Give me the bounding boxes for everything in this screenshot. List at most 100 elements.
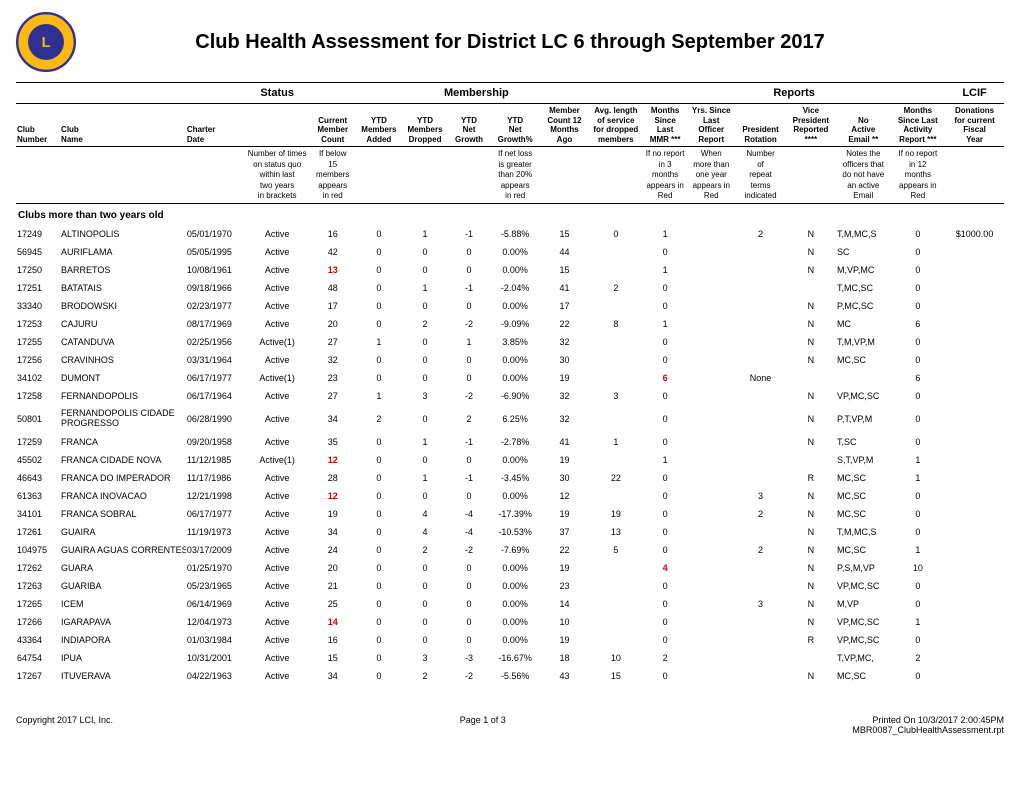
cell-club-number: 56945 <box>16 243 60 261</box>
cell-net: 0 <box>448 613 490 631</box>
col-ytd-added: YTDMembersAdded <box>356 104 402 147</box>
cell-status: Active <box>245 297 310 315</box>
cell-net: -2 <box>448 387 490 405</box>
cell-club-number: 50801 <box>16 405 60 433</box>
cell-net: -4 <box>448 523 490 541</box>
footer-copyright: Copyright 2017 LCI, Inc. <box>16 715 113 735</box>
group-header-row: Status Membership Reports LCIF <box>16 83 1004 104</box>
cell-yrs <box>687 631 735 649</box>
cell-yrs <box>687 469 735 487</box>
cell-dropped: 1 <box>402 433 448 451</box>
cell-rot <box>735 577 785 595</box>
cell-act: 0 <box>891 279 946 297</box>
cell-act: 0 <box>891 595 946 613</box>
cell-don <box>945 559 1004 577</box>
col-activity: MonthsSince LastActivityReport *** <box>891 104 946 147</box>
cell-rot: None <box>735 369 785 387</box>
cell-added: 0 <box>356 225 402 243</box>
cell-club-name: BATATAIS <box>60 279 186 297</box>
cell-email <box>836 369 891 387</box>
cell-don <box>945 433 1004 451</box>
cell-vp <box>786 369 836 387</box>
cell-pct: 0.00% <box>490 297 540 315</box>
cell-act: 2 <box>891 649 946 667</box>
cell-net: 0 <box>448 487 490 505</box>
cell-mmr: 6 <box>643 369 687 387</box>
cell-net: 0 <box>448 577 490 595</box>
cell-status: Active <box>245 631 310 649</box>
cell-m12: 12 <box>540 487 588 505</box>
cell-dropped: 0 <box>402 559 448 577</box>
cell-club-number: 17255 <box>16 333 60 351</box>
col-charter-date: CharterDate <box>186 104 245 147</box>
cell-don <box>945 369 1004 387</box>
cell-club-name: AURIFLAMA <box>60 243 186 261</box>
cell-avg: 2 <box>589 279 644 297</box>
cell-email: VP,MC,SC <box>836 613 891 631</box>
cell-vp: N <box>786 351 836 369</box>
cell-don <box>945 333 1004 351</box>
lions-logo-icon: L <box>16 12 76 72</box>
cell-dropped: 0 <box>402 351 448 369</box>
cell-rot <box>735 315 785 333</box>
notes-row: Number of timeson status quowithin lastt… <box>16 147 1004 204</box>
cell-net: 2 <box>448 405 490 433</box>
cell-pct: -16.67% <box>490 649 540 667</box>
cell-rot <box>735 243 785 261</box>
cell-current: 24 <box>310 541 356 559</box>
cell-charter-date: 06/17/1964 <box>186 387 245 405</box>
cell-current: 12 <box>310 487 356 505</box>
cell-charter-date: 10/31/2001 <box>186 649 245 667</box>
col-yrs-officer: Yrs. SinceLastOfficerReport <box>687 104 735 147</box>
col-avg-length: Avg. lengthof servicefor droppedmembers <box>589 104 644 147</box>
cell-act: 1 <box>891 613 946 631</box>
cell-yrs <box>687 649 735 667</box>
cell-m12: 17 <box>540 297 588 315</box>
cell-avg: 15 <box>589 667 644 685</box>
table-row: 17259FRANCA09/20/1958Active3501-1-2.78%4… <box>16 433 1004 451</box>
cell-vp: N <box>786 667 836 685</box>
cell-don <box>945 405 1004 433</box>
cell-act: 0 <box>891 387 946 405</box>
cell-club-number: 43364 <box>16 631 60 649</box>
cell-mmr: 0 <box>643 387 687 405</box>
cell-club-name: IGARAPAVA <box>60 613 186 631</box>
table-row: 46643FRANCA DO IMPERADOR11/17/1986Active… <box>16 469 1004 487</box>
cell-net: 0 <box>448 451 490 469</box>
cell-email: M,VP <box>836 595 891 613</box>
cell-club-number: 17250 <box>16 261 60 279</box>
cell-mmr: 1 <box>643 261 687 279</box>
cell-current: 23 <box>310 369 356 387</box>
cell-avg: 22 <box>589 469 644 487</box>
note-rotation: Numberofrepeattermsindicated <box>735 147 785 204</box>
cell-pct: 0.00% <box>490 351 540 369</box>
cell-added: 0 <box>356 649 402 667</box>
col-status <box>245 104 310 147</box>
table-row: 17258FERNANDOPOLIS06/17/1964Active2713-2… <box>16 387 1004 405</box>
cell-status: Active <box>245 559 310 577</box>
cell-pct: 0.00% <box>490 451 540 469</box>
cell-m12: 23 <box>540 577 588 595</box>
cell-avg: 3 <box>589 387 644 405</box>
cell-club-number: 17253 <box>16 315 60 333</box>
cell-club-number: 33340 <box>16 297 60 315</box>
cell-club-name: FRANCA <box>60 433 186 451</box>
cell-mmr: 0 <box>643 631 687 649</box>
cell-club-name: FRANCA SOBRAL <box>60 505 186 523</box>
cell-club-name: FRANCA CIDADE NOVA <box>60 451 186 469</box>
cell-status: Active <box>245 405 310 433</box>
table-row: 17266IGARAPAVA12/04/1973Active140000.00%… <box>16 613 1004 631</box>
cell-rot: 3 <box>735 487 785 505</box>
cell-yrs <box>687 541 735 559</box>
cell-charter-date: 03/17/2009 <box>186 541 245 559</box>
cell-added: 0 <box>356 667 402 685</box>
cell-club-name: FERNANDOPOLIS CIDADE PROGRESSO <box>60 405 186 433</box>
table-row: 17250BARRETOS10/08/1961Active130000.00%1… <box>16 261 1004 279</box>
cell-act: 0 <box>891 577 946 595</box>
cell-pct: 0.00% <box>490 243 540 261</box>
cell-email: VP,MC,SC <box>836 577 891 595</box>
cell-dropped: 0 <box>402 405 448 433</box>
cell-rot: 2 <box>735 225 785 243</box>
cell-dropped: 3 <box>402 387 448 405</box>
cell-status: Active <box>245 387 310 405</box>
